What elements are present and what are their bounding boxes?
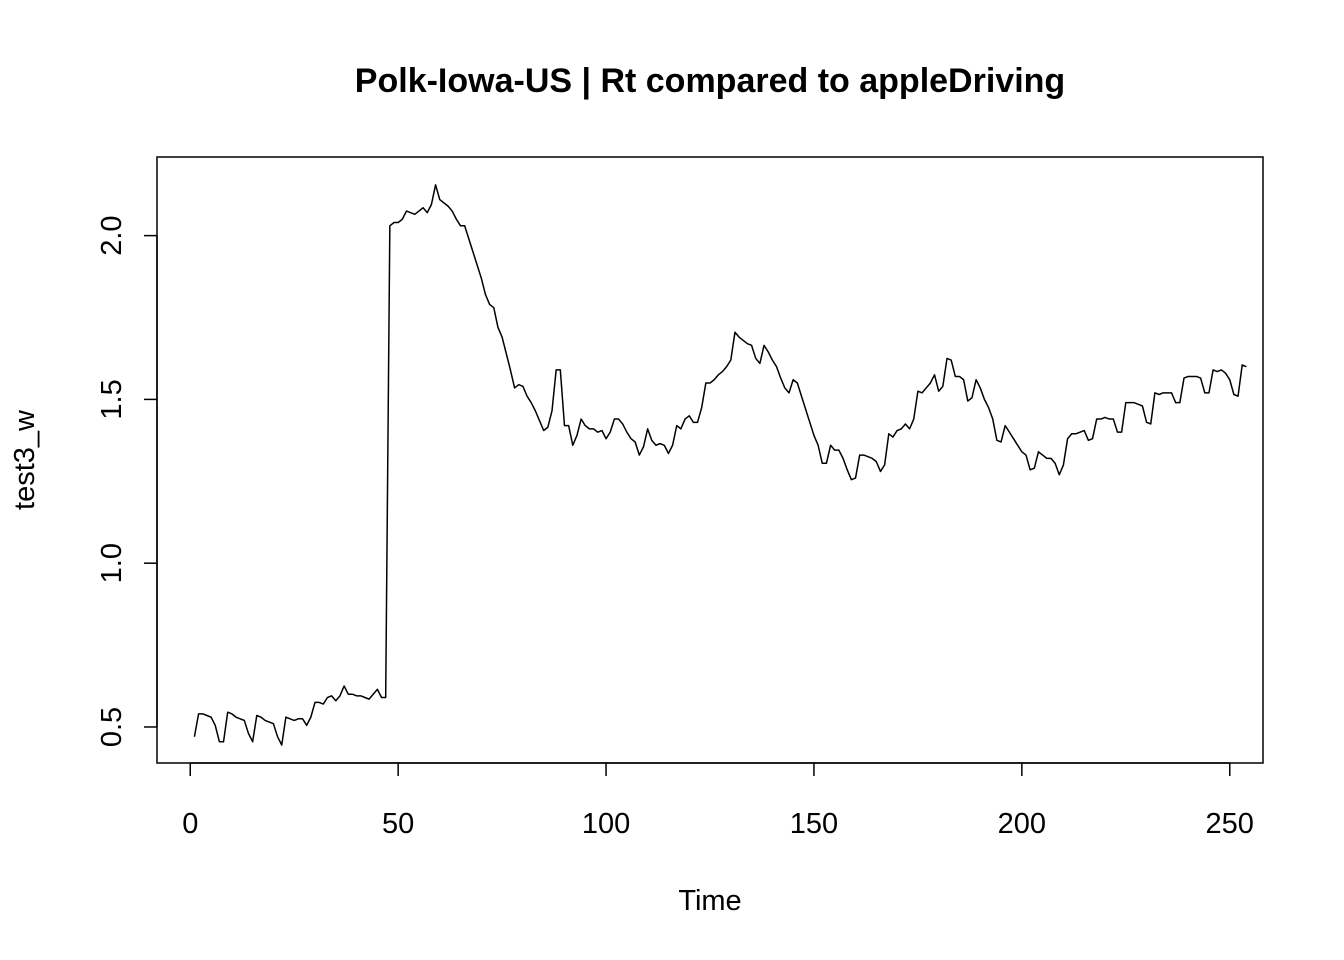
x-axis: 0 50 100 150 200 250 bbox=[182, 762, 1254, 840]
y-axis: 0.5 1.0 1.5 2.0 bbox=[96, 215, 158, 747]
x-axis-label: Time bbox=[678, 885, 741, 917]
x-tick-label: 100 bbox=[582, 808, 630, 840]
y-tick-label: 1.0 bbox=[96, 543, 128, 583]
y-axis-label: test3_w bbox=[9, 409, 41, 510]
x-tick-label: 150 bbox=[790, 808, 838, 840]
y-tick-label: 1.5 bbox=[96, 379, 128, 419]
series-line bbox=[193, 184, 1247, 746]
chart-title: Polk-Iowa-US | Rt compared to appleDrivi… bbox=[355, 62, 1065, 100]
x-tick-label: 250 bbox=[1206, 808, 1254, 840]
y-tick-label: 2.0 bbox=[96, 215, 128, 255]
plot-frame bbox=[156, 156, 1264, 764]
y-tick-label: 0.5 bbox=[96, 707, 128, 747]
x-tick-label: 50 bbox=[382, 808, 414, 840]
x-tick-label: 200 bbox=[998, 808, 1046, 840]
x-tick-label: 0 bbox=[182, 808, 198, 840]
